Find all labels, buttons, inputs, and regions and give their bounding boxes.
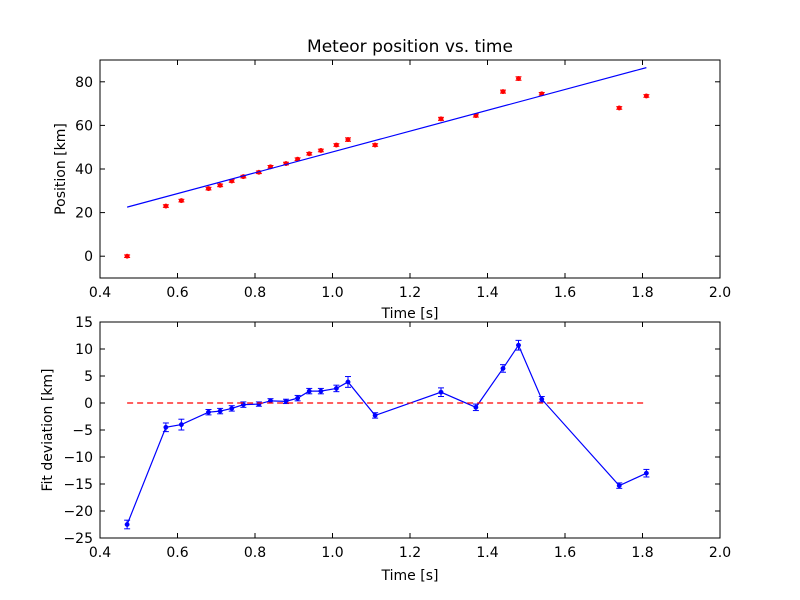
- data-point: [616, 105, 622, 111]
- data-point: [516, 342, 521, 348]
- data-point: [217, 182, 223, 188]
- data-point: [217, 408, 223, 414]
- data-point: [438, 116, 444, 122]
- position-y-tick-label: 80: [75, 75, 93, 91]
- deviation-x-tick-label: 0.8: [244, 545, 266, 561]
- data-point: [178, 198, 184, 204]
- data-point: [500, 89, 506, 95]
- data-point: [124, 253, 130, 259]
- data-point: [268, 398, 273, 404]
- deviation-y-tick-label: −15: [63, 477, 93, 493]
- data-point: [516, 76, 521, 81]
- position-y-axis-label: Position [km]: [53, 123, 69, 215]
- position-x-tick-label: 2.0: [709, 285, 731, 301]
- deviation-y-tick-label: −20: [63, 504, 93, 520]
- deviation-x-tick-label: 1.0: [321, 545, 343, 561]
- position-y-tick-label: 20: [75, 206, 93, 222]
- data-point: [306, 388, 312, 394]
- data-point: [163, 424, 169, 430]
- position-x-tick-label: 1.8: [631, 285, 653, 301]
- deviation-y-axis-label: Fit deviation [km]: [40, 368, 56, 491]
- deviation-y-tick-label: −10: [63, 450, 93, 466]
- data-point: [283, 398, 289, 404]
- deviation-x-tick-label: 0.6: [166, 545, 188, 561]
- data-point: [306, 151, 312, 157]
- data-point: [318, 388, 324, 394]
- position-y-tick-label: 60: [75, 118, 93, 134]
- position-y-tick-label: 40: [75, 162, 93, 178]
- data-point: [206, 186, 211, 192]
- deviation-x-tick-label: 1.6: [554, 545, 576, 561]
- data-point: [345, 137, 351, 143]
- deviation-y-tick-label: 15: [75, 315, 93, 331]
- data-point: [643, 93, 649, 99]
- position-x-axis-label: Time [s]: [381, 306, 439, 322]
- deviation-x-axis-label: Time [s]: [381, 568, 439, 584]
- deviation-x-tick-label: 2.0: [709, 545, 731, 561]
- position-y-tick-label: 0: [84, 249, 93, 265]
- linear-fit-line: [126, 67, 647, 208]
- data-point: [539, 396, 545, 402]
- data-point: [616, 483, 622, 489]
- deviation-y-tick-label: 5: [84, 369, 93, 385]
- deviation-x-tick-label: 0.4: [89, 545, 111, 561]
- data-point: [333, 142, 339, 148]
- data-point: [473, 404, 479, 410]
- data-point: [178, 422, 184, 428]
- position-axes: Meteor position vs. time 0.4 0.6 0.8 1.0 1.2…: [53, 37, 731, 322]
- position-plot-area: [124, 67, 650, 259]
- deviation-y-tick-label: −25: [63, 531, 93, 547]
- data-point: [318, 148, 324, 153]
- data-point: [124, 522, 130, 527]
- position-x-tick-label: 0.8: [244, 285, 266, 301]
- data-point: [333, 385, 339, 391]
- deviation-x-tick-label: 1.4: [476, 545, 498, 561]
- data-point: [500, 365, 506, 371]
- deviation-x-tick-label: 1.2: [399, 545, 421, 561]
- deviation-x-tick-label: 1.8: [631, 545, 653, 561]
- deviation-y-tick-label: 10: [75, 342, 93, 358]
- data-point: [372, 412, 378, 418]
- deviation-y-tick-label: 0: [84, 396, 93, 412]
- position-x-tick-label: 0.4: [89, 285, 111, 301]
- position-x-tick-label: 1.6: [554, 285, 576, 301]
- data-point: [163, 203, 169, 209]
- deviation-axes: 0.4 0.6 0.8 1.0 1.2 1.4 1.6 1.8 2.0 −25 −20 −15 −10 −…: [40, 315, 731, 584]
- position-x-tick-label: 1.2: [399, 285, 421, 301]
- deviation-plot-area: [124, 339, 650, 530]
- data-point: [206, 409, 211, 415]
- position-x-tick-label: 1.0: [321, 285, 343, 301]
- data-point: [229, 405, 235, 411]
- position-x-tick-label: 1.4: [476, 285, 498, 301]
- deviation-ticks: 0.4 0.6 0.8 1.0 1.2 1.4 1.6 1.8 2.0 −25 −20 −15 −10 −…: [63, 315, 731, 561]
- position-x-tick-label: 0.6: [166, 285, 188, 301]
- data-point: [643, 470, 649, 476]
- position-ticks: 0.4 0.6 0.8 1.0 1.2 1.4 1.6 1.8 2.0 0 20 40 60 80: [75, 60, 731, 301]
- data-point: [372, 142, 378, 148]
- chart-title: Meteor position vs. time: [307, 37, 513, 57]
- data-point: [345, 379, 351, 385]
- data-point: [438, 389, 444, 395]
- deviation-y-tick-label: −5: [72, 423, 93, 439]
- data-point: [295, 395, 301, 401]
